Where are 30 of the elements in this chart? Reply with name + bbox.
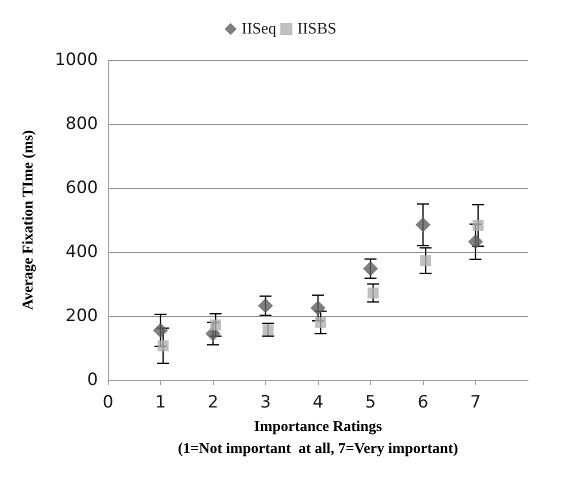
point — [158, 340, 169, 352]
y-tick-label: 0 — [87, 370, 98, 390]
y-tick-label: 200 — [66, 306, 98, 326]
point — [210, 319, 222, 330]
legend-label: IISBS — [297, 20, 336, 38]
point — [416, 217, 430, 232]
x-axis-title: Importance Ratings (1=Not important at all, 7=Very important) — [178, 418, 458, 457]
y-axis-title: Average Fixation TIme (ms) — [20, 130, 36, 310]
point — [153, 322, 168, 338]
x-tick-label: 5 — [365, 392, 376, 412]
y-tick-label: 600 — [66, 178, 98, 198]
point — [472, 220, 484, 231]
x-tick-label: 2 — [208, 392, 218, 412]
x-tick-label: 0 — [102, 392, 114, 412]
x-tick-label: 6 — [418, 392, 428, 412]
y-tick-label: 400 — [66, 242, 98, 262]
x-tick-label: 4 — [312, 392, 324, 412]
x-tick-label: 7 — [470, 392, 481, 412]
point — [468, 234, 483, 250]
x-tick-label: 1 — [155, 392, 166, 412]
y-tick-label: 1000 — [54, 50, 98, 70]
point — [258, 298, 273, 314]
legend-label: IISeq — [242, 20, 276, 38]
y-tick-label: 800 — [66, 114, 98, 134]
point — [363, 261, 378, 276]
point — [315, 316, 326, 328]
point — [420, 255, 432, 266]
point — [368, 287, 379, 298]
point — [310, 300, 326, 316]
x-tick-label: 3 — [260, 392, 271, 412]
